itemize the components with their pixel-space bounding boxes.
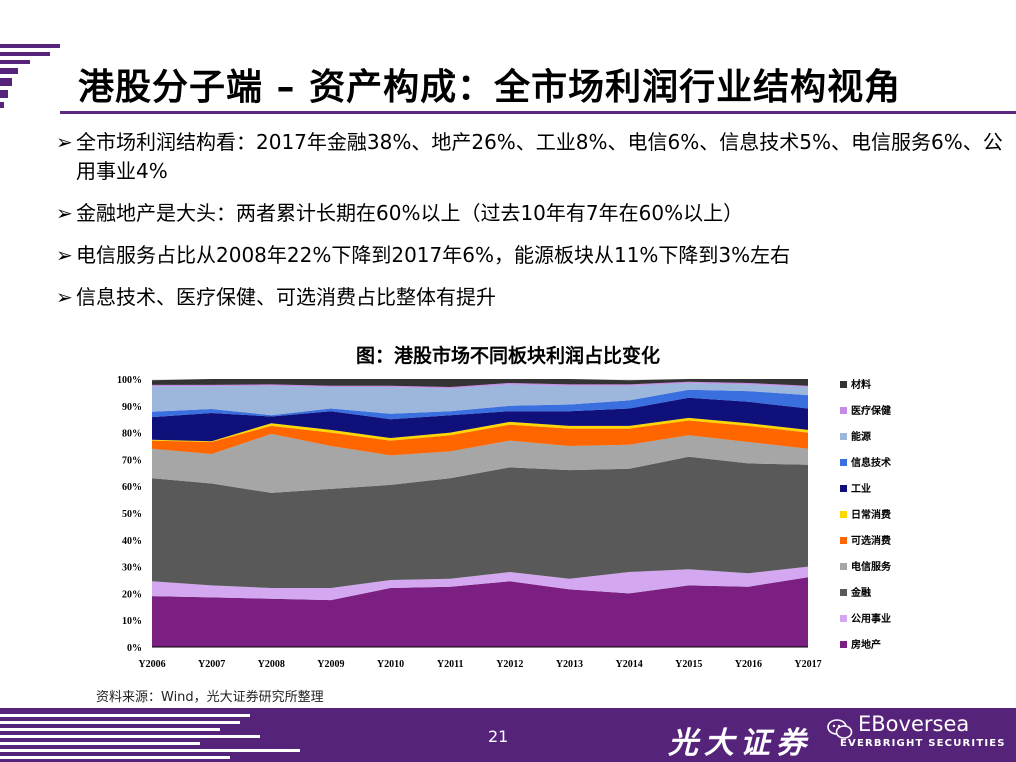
brand-name-en: EBoversea <box>858 712 970 736</box>
series-area <box>152 420 808 456</box>
legend-label: 能源 <box>851 430 871 443</box>
bullet-item: ➢ 全市场利润结构看：2017年金融38%、地产26%、工业8%、电信6%、信息技… <box>56 128 1006 186</box>
arrow-bullet-icon: ➢ <box>56 285 73 309</box>
y-tick-label: 30% <box>122 563 142 574</box>
brand-name-cn: 光大证券 <box>668 726 812 761</box>
y-tick-label: 80% <box>122 429 142 440</box>
y-tick-label: 60% <box>122 482 142 493</box>
x-tick-label: Y2017 <box>794 659 821 670</box>
legend-label: 可选消费 <box>851 534 891 547</box>
series-area <box>152 383 808 416</box>
arrow-bullet-icon: ➢ <box>56 243 73 267</box>
bullet-text: 电信服务占比从2008年22%下降到2017年6%，能源板块从11%下降到3%左… <box>76 243 791 267</box>
bullet-text: 信息技术、医疗保健、可选消费占比整体有提升 <box>76 285 496 309</box>
legend-swatch <box>840 459 847 466</box>
legend-swatch <box>840 407 847 414</box>
slide-title: 港股分子端 – 资产构成：全市场利润行业结构视角 <box>78 67 902 108</box>
legend-swatch <box>840 537 847 544</box>
x-tick-label: Y2006 <box>138 659 165 670</box>
brand-subtitle: EVERBRIGHT SECURITIES <box>840 738 1006 749</box>
legend-label: 材料 <box>851 378 871 391</box>
legend-label: 房地产 <box>851 638 881 651</box>
x-tick-label: Y2016 <box>735 659 762 670</box>
legend-label: 金融 <box>850 586 871 599</box>
y-tick-label: 20% <box>122 589 142 600</box>
bullet-item: ➢ 电信服务占比从2008年22%下降到2017年6%，能源板块从11%下降到3%… <box>56 241 1006 270</box>
arrow-bullet-icon: ➢ <box>56 201 73 225</box>
legend-swatch <box>840 563 847 570</box>
series-area <box>152 566 808 601</box>
legend-swatch <box>840 485 847 492</box>
bullet-list: ➢ 全市场利润结构看：2017年金融38%、地产26%、工业8%、电信6%、信息技… <box>56 128 1006 325</box>
legend-label: 电信服务 <box>851 560 892 573</box>
x-tick-label: Y2012 <box>496 659 523 670</box>
y-tick-label: 90% <box>122 402 142 413</box>
title-rule <box>60 111 1016 114</box>
decorative-stripes <box>0 714 300 759</box>
legend-swatch <box>840 433 847 440</box>
bullet-item: ➢ 信息技术、医疗保健、可选消费占比整体有提升 <box>56 283 1006 312</box>
legend-swatch <box>840 511 847 518</box>
x-tick-label: Y2015 <box>675 659 702 670</box>
bullet-text: 全市场利润结构看：2017年金融38%、地产26%、工业8%、电信6%、信息技术… <box>76 130 1003 183</box>
legend-label: 信息技术 <box>851 456 891 469</box>
footer-bar: 21 光大证券 EBoversea EVERBRIGHT SECURITIES <box>0 708 1016 762</box>
y-tick-label: 70% <box>122 455 142 466</box>
y-tick-label: 50% <box>122 509 142 520</box>
legend-swatch <box>840 641 847 648</box>
x-tick-label: Y2013 <box>556 659 583 670</box>
series-area <box>152 397 808 442</box>
bullet-item: ➢ 金融地产是大头：两者累计长期在60%以上（过去10年有7年在60%以上） <box>56 199 1006 228</box>
series-area <box>152 389 808 420</box>
bullet-text: 金融地产是大头：两者累计长期在60%以上（过去10年有7年在60%以上） <box>76 201 744 225</box>
series-area <box>152 456 808 588</box>
chart-title: 图：港股市场不同板块利润占比变化 <box>355 345 660 367</box>
series-area <box>152 577 808 647</box>
x-tick-label: Y2011 <box>437 659 464 670</box>
legend-label: 公用事业 <box>851 612 891 625</box>
page-number: 21 <box>488 727 509 746</box>
y-tick-label: 100% <box>117 375 142 386</box>
legend-label: 医疗保健 <box>851 404 891 417</box>
arrow-bullet-icon: ➢ <box>56 130 73 154</box>
x-tick-label: Y2008 <box>258 659 285 670</box>
y-tick-label: 0% <box>127 643 142 654</box>
legend-swatch <box>840 381 847 388</box>
legend-label: 工业 <box>851 482 871 495</box>
series-area <box>152 433 808 493</box>
x-tick-label: Y2014 <box>615 659 642 670</box>
source-note: 资料来源：Wind，光大证券研究所整理 <box>96 690 324 705</box>
legend-swatch <box>840 615 847 622</box>
y-tick-label: 40% <box>122 536 142 547</box>
legend-swatch <box>840 589 847 596</box>
legend-label: 日常消费 <box>851 508 891 521</box>
y-tick-label: 10% <box>122 616 142 627</box>
series-area <box>152 379 808 387</box>
series-area <box>152 381 808 389</box>
x-tick-label: Y2010 <box>377 659 404 670</box>
decorative-stripes <box>0 44 60 108</box>
x-tick-label: Y2009 <box>317 659 344 670</box>
wechat-icon <box>827 719 853 739</box>
stacked-area-chart: 0% 10% 20% 30% 40% 50% 60% 70% 80% 90% 100% Y2006 Y2… <box>117 375 892 670</box>
x-tick-label: Y2007 <box>198 659 225 670</box>
